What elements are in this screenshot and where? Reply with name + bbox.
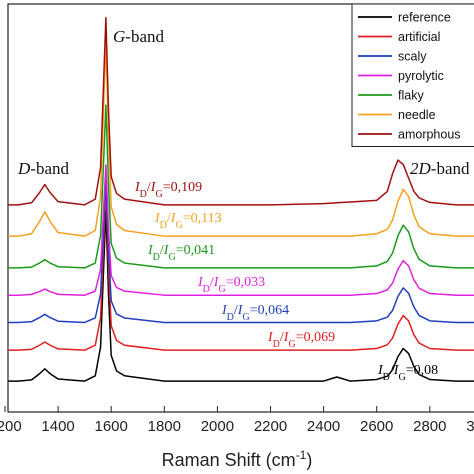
x-axis-title-part: Raman Shift (cm (162, 450, 296, 470)
ratio-annotation-part: D (160, 220, 167, 231)
legend-label: needle (398, 108, 436, 122)
ratio-annotation: ID/IG=0,069 (267, 330, 335, 350)
ratio-annotation-part: I (393, 363, 400, 378)
ratio-annotation-part: =0,041 (176, 243, 215, 258)
ratio-annotation: ID/IG=0,08 (377, 363, 438, 383)
ratio-annotation-part: G (168, 252, 175, 263)
x-tick-label: 2200 (254, 418, 287, 435)
series-group (8, 16, 474, 382)
band-label-part: -band (125, 27, 164, 46)
band-label-part: -band (431, 159, 470, 178)
x-axis-title-part: ) (306, 450, 312, 470)
legend-label: flaky (398, 89, 424, 103)
x-tick-label: 2600 (360, 418, 393, 435)
x-tick-label: 1400 (41, 418, 74, 435)
ratio-annotation-part: I (170, 211, 177, 226)
series-line (8, 40, 474, 237)
ratio-annotation-part: G (398, 372, 405, 383)
x-tick-label: 2000 (201, 418, 234, 435)
ratio-annotation-part: I (237, 303, 244, 318)
ratio-annotation-part: / (210, 275, 214, 290)
ratio-annotation-part: I (197, 275, 204, 290)
ratio-annotation-part: G (242, 312, 249, 323)
ratio-annotation-part: G (288, 339, 295, 350)
ratio-annotation-part: =0,033 (226, 275, 265, 290)
series-line (8, 104, 474, 269)
ratio-annotation-part: / (147, 180, 151, 195)
ratio-annotation-part: I (377, 363, 384, 378)
ratio-annotation-part: / (234, 303, 238, 318)
band-label: 2D-band (410, 159, 470, 178)
ratio-annotation-part: D (227, 312, 234, 323)
ratio-annotation-part: I (147, 243, 154, 258)
band-label-part: G (113, 27, 125, 46)
ratio-annotation-part: G (155, 189, 162, 200)
ratio-annotation-part: G (218, 284, 225, 295)
x-tick-label: 1600 (95, 418, 128, 435)
ratio-annotation-part: D (273, 339, 280, 350)
band-label: D-band (17, 159, 69, 178)
band-label-part: D (17, 159, 31, 178)
legend-label: scaly (398, 50, 427, 64)
x-axis-title: Raman Shift (cm-1) (162, 448, 313, 470)
ratio-annotation-part: / (160, 243, 164, 258)
band-label-part: 2D (410, 159, 432, 178)
ratio-annotation-part: D (203, 284, 210, 295)
ratio-annotation-part: I (163, 243, 170, 258)
x-tick-label: 2400 (307, 418, 340, 435)
legend-label: pyrolytic (398, 69, 444, 83)
ratio-annotation-part: I (213, 275, 220, 290)
x-tick-label: 2800 (413, 418, 446, 435)
plot-frame (7, 3, 474, 413)
x-tick-label: 3000 (466, 418, 474, 435)
ratio-annotation: ID/IG=0,113 (154, 211, 222, 231)
ratio-annotation-part: I (283, 330, 290, 345)
ratio-annotation-part: I (154, 211, 161, 226)
legend-label: reference (398, 11, 451, 25)
series-line (8, 164, 474, 296)
ratio-annotation-part: D (140, 189, 147, 200)
series-line (8, 179, 474, 324)
x-tick-label: 1800 (148, 418, 181, 435)
ratio-annotation-part: =0,08 (406, 363, 438, 378)
ratio-annotation-part: I (150, 180, 157, 195)
band-label: G-band (113, 27, 164, 46)
ratio-annotation-part: D (153, 252, 160, 263)
ratio-annotation-part: G (175, 220, 182, 231)
ratio-annotation-part: D (383, 372, 390, 383)
ratio-annotation: ID/IG=0,041 (147, 243, 215, 263)
ratio-annotation-part: I (221, 303, 228, 318)
legend-label: amorphous (398, 128, 461, 142)
ratio-annotation-part: / (390, 363, 394, 378)
ratio-annotation-part: =0,113 (183, 211, 222, 226)
ratio-annotation-part: =0,064 (250, 303, 289, 318)
ratio-annotation-part: =0,069 (296, 330, 335, 345)
series-line (8, 186, 474, 351)
ratio-annotation-part: =0,109 (163, 180, 202, 195)
ratio-annotation-part: / (280, 330, 284, 345)
ratio-annotation-part: I (134, 180, 141, 195)
ratio-annotation: ID/IG=0,064 (221, 303, 289, 323)
band-label-part: -band (30, 159, 69, 178)
x-tick-label: 1200 (0, 418, 22, 435)
series-line (8, 209, 474, 382)
ratio-annotation-part: / (167, 211, 171, 226)
x-axis-title-part: -1 (296, 448, 307, 462)
legend-label: artificial (398, 30, 440, 44)
ratio-annotation: ID/IG=0,033 (197, 275, 265, 295)
ratio-annotation: ID/IG=0,109 (134, 180, 202, 200)
ratio-annotation-part: I (267, 330, 274, 345)
series-line (8, 16, 474, 206)
